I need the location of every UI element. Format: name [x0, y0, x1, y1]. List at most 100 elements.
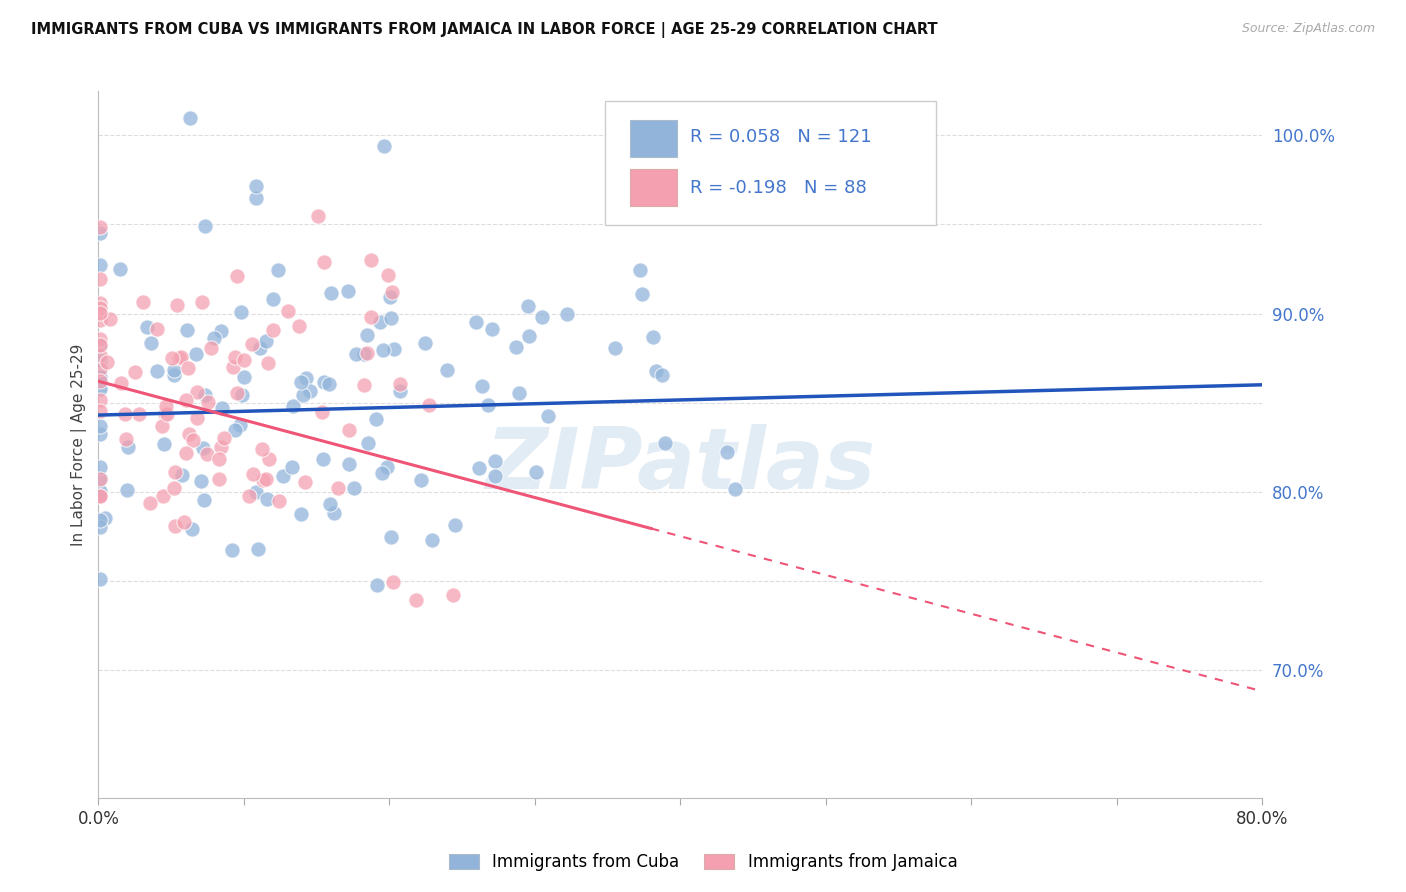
- Point: [262, 292, 284, 306]
- Point: [89, 370, 111, 384]
- Point: [128, 407, 150, 421]
- Point: [89, 374, 111, 388]
- Point: [271, 468, 294, 483]
- Point: [193, 441, 215, 455]
- Point: [155, 399, 177, 413]
- Point: [89, 472, 111, 486]
- Point: [181, 522, 204, 536]
- Point: [654, 436, 676, 450]
- Point: [193, 492, 215, 507]
- Point: [337, 423, 360, 437]
- Point: [380, 310, 402, 325]
- Point: [257, 356, 280, 370]
- Point: [281, 399, 304, 413]
- Point: [245, 191, 267, 205]
- Point: [231, 304, 253, 318]
- Point: [89, 487, 111, 501]
- Point: [254, 334, 277, 349]
- Point: [290, 508, 312, 522]
- Point: [319, 497, 342, 511]
- Point: [380, 530, 402, 544]
- Point: [308, 209, 330, 223]
- Point: [245, 484, 267, 499]
- Point: [89, 272, 111, 286]
- Point: [152, 489, 174, 503]
- Point: [195, 447, 218, 461]
- Point: [186, 410, 208, 425]
- Point: [89, 301, 111, 316]
- Point: [277, 304, 299, 318]
- Point: [204, 331, 226, 345]
- FancyBboxPatch shape: [630, 169, 676, 206]
- Point: [267, 263, 290, 277]
- Point: [631, 286, 654, 301]
- Point: [172, 467, 194, 482]
- Point: [89, 353, 111, 368]
- Point: [326, 482, 349, 496]
- Point: [89, 393, 111, 408]
- Point: [89, 226, 111, 240]
- Point: [312, 452, 335, 467]
- Point: [295, 370, 318, 384]
- Point: [517, 329, 540, 343]
- Point: [153, 437, 176, 451]
- Point: [89, 419, 111, 434]
- Point: [179, 111, 201, 125]
- Point: [89, 313, 111, 327]
- Point: [89, 572, 111, 586]
- Legend: Immigrants from Cuba, Immigrants from Jamaica: Immigrants from Cuba, Immigrants from Ja…: [440, 845, 966, 880]
- Point: [356, 327, 378, 342]
- Point: [441, 588, 464, 602]
- Point: [323, 506, 346, 520]
- Point: [156, 407, 179, 421]
- Point: [360, 252, 382, 267]
- Point: [89, 338, 111, 352]
- Point: [318, 377, 340, 392]
- Point: [378, 290, 401, 304]
- Point: [224, 423, 246, 437]
- Point: [292, 388, 315, 402]
- Point: [290, 375, 312, 389]
- Point: [256, 492, 278, 507]
- Point: [166, 298, 188, 312]
- Point: [232, 370, 254, 384]
- Point: [853, 180, 876, 194]
- Point: [505, 340, 527, 354]
- Point: [464, 315, 486, 329]
- Point: [89, 376, 111, 390]
- Point: [163, 465, 186, 479]
- Text: Source: ZipAtlas.com: Source: ZipAtlas.com: [1241, 22, 1375, 36]
- Point: [186, 347, 208, 361]
- Point: [247, 541, 270, 556]
- Point: [716, 445, 738, 459]
- Text: IMMIGRANTS FROM CUBA VS IMMIGRANTS FROM JAMAICA IN LABOR FORCE | AGE 25-29 CORRE: IMMIGRANTS FROM CUBA VS IMMIGRANTS FROM …: [31, 22, 938, 38]
- Point: [89, 338, 111, 352]
- Point: [167, 351, 190, 366]
- Point: [344, 347, 367, 361]
- Point: [373, 138, 395, 153]
- Point: [145, 322, 167, 336]
- Point: [197, 395, 219, 409]
- Point: [89, 427, 111, 442]
- Point: [321, 286, 343, 301]
- Point: [211, 401, 233, 416]
- Point: [89, 369, 111, 384]
- Point: [89, 361, 111, 376]
- Point: [89, 306, 111, 320]
- Point: [356, 346, 378, 360]
- Point: [139, 335, 162, 350]
- Point: [108, 262, 131, 277]
- Point: [176, 446, 198, 460]
- Text: ZIPatlas: ZIPatlas: [485, 425, 876, 508]
- Point: [200, 341, 222, 355]
- Point: [214, 431, 236, 445]
- Point: [411, 474, 433, 488]
- Point: [209, 324, 232, 338]
- Point: [139, 496, 162, 510]
- Point: [194, 219, 217, 233]
- Text: R = 0.058   N = 121: R = 0.058 N = 121: [689, 128, 872, 145]
- Point: [238, 489, 260, 503]
- Point: [208, 471, 231, 485]
- Point: [254, 472, 277, 486]
- Point: [288, 319, 311, 334]
